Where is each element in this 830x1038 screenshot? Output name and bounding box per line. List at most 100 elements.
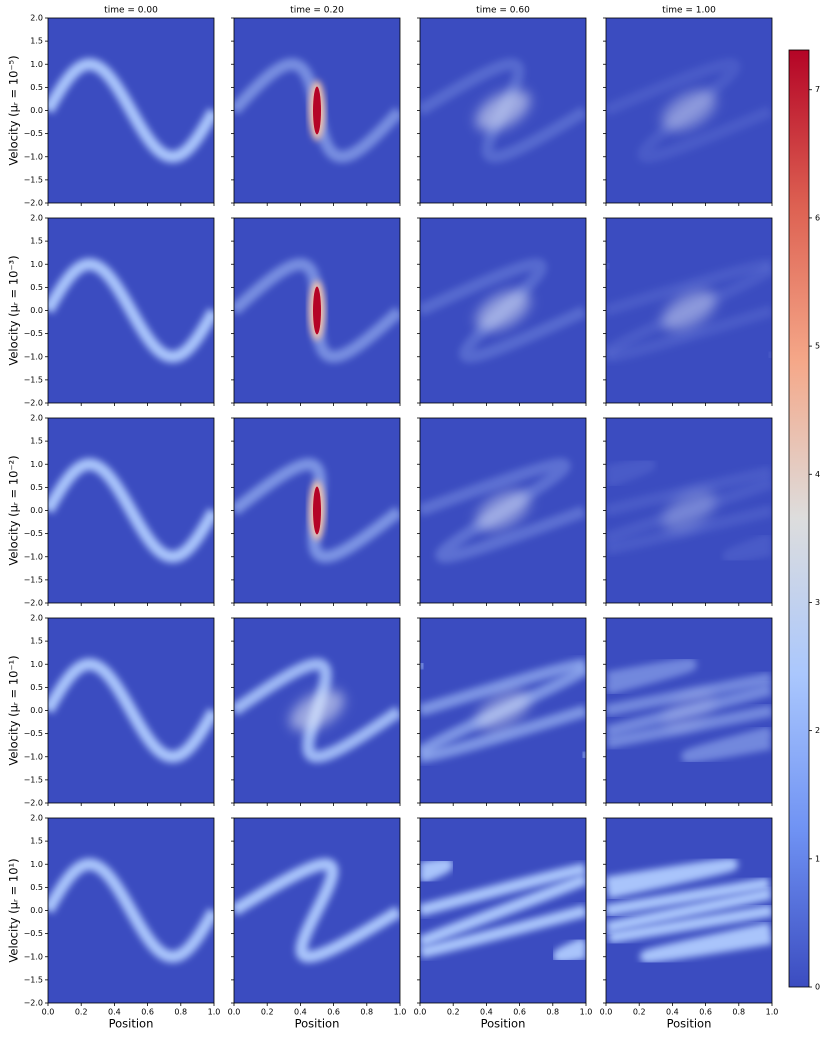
density-stripe — [606, 304, 772, 363]
y-tick-label: −1.5 — [24, 175, 43, 184]
column-title: time = 0.20 — [290, 6, 344, 16]
density-stripe — [681, 726, 772, 763]
density-stripe — [606, 504, 772, 556]
y-tick-label: −1.5 — [24, 975, 43, 984]
density-stripe — [48, 58, 214, 163]
density-blob — [289, 690, 345, 731]
heatmap-panel — [417, 617, 587, 806]
x-tick-label: 0.8 — [174, 1008, 187, 1017]
y-tick-label: −2.0 — [24, 599, 43, 608]
y-tick-label: −2.0 — [24, 199, 43, 208]
y-tick-label: 2.0 — [30, 14, 43, 23]
x-tick-label: 0.2 — [75, 1008, 88, 1017]
density — [48, 858, 214, 963]
x-tick-label: 0.6 — [327, 1008, 340, 1017]
y-tick-label: −1.0 — [24, 352, 43, 361]
heatmap-panel — [603, 17, 773, 206]
heatmap-panel: −2.0 −1.5 −1.0 −0.5 0.0 0.5 1.0 1.5 2.0 — [24, 14, 215, 208]
heatmap-panel — [231, 17, 401, 206]
density — [234, 258, 400, 363]
density-peak — [313, 86, 321, 135]
density-blob — [661, 490, 717, 531]
heatmap-panel — [417, 417, 587, 606]
colorbar-tick-label: 2 — [815, 726, 820, 735]
x-tick-label: 0.0 — [42, 1008, 55, 1017]
x-tick-label: 0.4 — [108, 1008, 121, 1017]
x-tick-label: 0.2 — [633, 1008, 646, 1017]
density — [234, 458, 400, 563]
density-blob — [661, 90, 717, 131]
colorbar-tick-label: 0 — [815, 983, 820, 992]
y-tick-label: 2.0 — [30, 814, 43, 823]
density-stripe — [48, 258, 214, 363]
column-title: time = 1.00 — [662, 6, 716, 16]
heatmap-panel — [231, 217, 401, 406]
y-tick-label: −1.5 — [24, 575, 43, 584]
x-tick-label: 0.4 — [480, 1008, 493, 1017]
heatmap-panel — [603, 417, 773, 606]
density — [606, 58, 772, 163]
x-tick-label: 0.0 — [414, 1008, 427, 1017]
density-blob — [475, 90, 531, 131]
density-stripe — [48, 458, 214, 563]
density-stripe — [48, 658, 214, 763]
y-axis-label: Velocity (μᵣ = 10⁻⁵) — [7, 55, 21, 165]
density-stripe — [420, 904, 586, 959]
y-tick-label: 1.5 — [30, 637, 43, 646]
y-tick-label: −2.0 — [24, 999, 43, 1008]
density-peak — [313, 286, 321, 335]
x-tick-label: 0.0 — [600, 1008, 613, 1017]
x-axis-label: Position — [109, 1017, 154, 1031]
y-tick-label: 1.0 — [30, 260, 43, 269]
y-tick-label: 0.5 — [30, 283, 43, 292]
x-tick-label: 0.2 — [261, 1008, 274, 1017]
density-stripe — [234, 858, 400, 963]
density-peak — [313, 486, 321, 535]
y-tick-label: 2.0 — [30, 414, 43, 423]
density-stripe — [552, 937, 586, 963]
density — [606, 458, 772, 563]
y-axis-label: Velocity (μᵣ = 10⁻¹) — [7, 655, 21, 765]
density-stripe — [420, 873, 586, 948]
colorbar-tick-label: 5 — [815, 342, 820, 351]
density-blob — [475, 490, 531, 531]
x-tick-label: 1.0 — [394, 1008, 407, 1017]
colorbar-tick-label: 6 — [815, 213, 820, 222]
density — [420, 658, 586, 763]
density — [420, 458, 586, 563]
y-tick-label: −0.5 — [24, 129, 43, 138]
density-stripe — [606, 258, 772, 317]
density-stripe — [608, 904, 772, 944]
density — [420, 258, 586, 363]
colorbar-tick-label: 7 — [815, 85, 820, 94]
y-tick-label: 0.5 — [30, 483, 43, 492]
heatmap-panel: −2.0 −1.5 −1.0 −0.5 0.0 0.5 1.0 1.5 2.0 — [24, 614, 215, 808]
colorbar — [788, 49, 810, 988]
density — [234, 858, 400, 963]
y-tick-label: 1.5 — [30, 37, 43, 46]
y-tick-label: 1.5 — [30, 437, 43, 446]
density-blob — [661, 290, 717, 331]
heatmap-panel — [417, 17, 587, 206]
density-stripe — [763, 347, 772, 363]
x-axis-label: Position — [295, 1017, 340, 1031]
colorbar-tick-label: 3 — [815, 598, 820, 607]
heatmap-panel — [231, 617, 401, 806]
heatmap-panel: 0.0 0.2 0.4 0.6 0.8 1.0 — [600, 817, 778, 1017]
density-stripe — [606, 858, 739, 899]
density-stripe — [606, 658, 697, 695]
density — [48, 658, 214, 763]
density — [234, 58, 400, 163]
x-tick-label: 0.8 — [546, 1008, 559, 1017]
density-blob — [661, 690, 717, 731]
heatmap-panel — [417, 217, 587, 406]
x-tick-label: 0.4 — [294, 1008, 307, 1017]
y-tick-label: −1.0 — [24, 552, 43, 561]
y-tick-label: 0.0 — [30, 306, 43, 315]
x-tick-label: 0.4 — [666, 1008, 679, 1017]
heatmap-panel: 0.0 0.2 0.4 0.6 0.8 1.0 — [228, 817, 407, 1017]
density-stripe — [606, 465, 772, 517]
column-title: time = 0.60 — [476, 6, 530, 16]
x-tick-label: 0.8 — [732, 1008, 745, 1017]
